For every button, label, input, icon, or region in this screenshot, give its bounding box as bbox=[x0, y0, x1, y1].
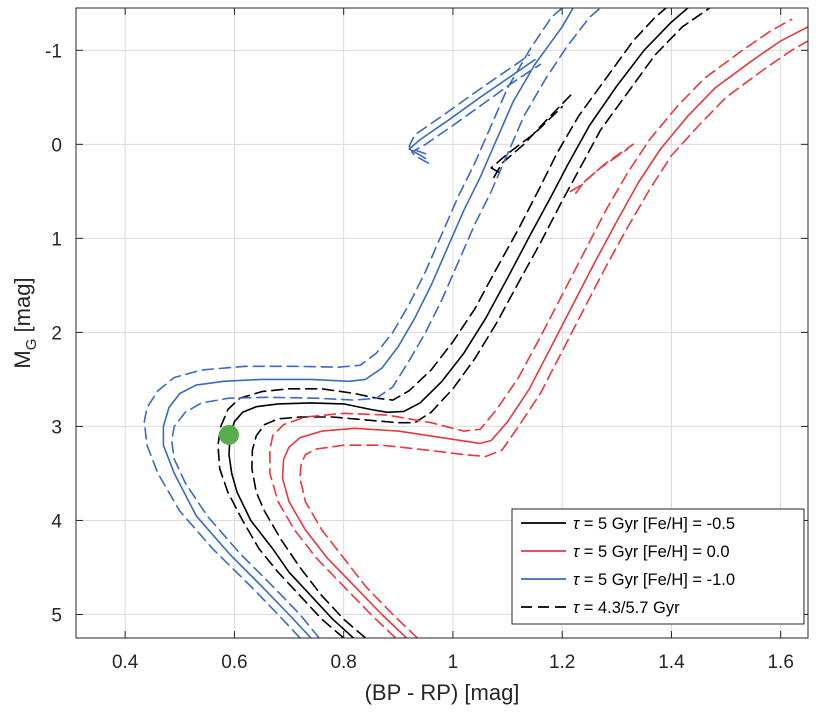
y-tick-label: 0 bbox=[51, 135, 62, 156]
x-tick-label: 1.2 bbox=[549, 652, 575, 673]
series-layer bbox=[143, 8, 808, 638]
y-axis-title-main: M bbox=[10, 350, 35, 368]
legend-symbol-1: τ bbox=[573, 543, 581, 561]
x-tick-label: 0.4 bbox=[112, 652, 139, 673]
y-tick-label: 1 bbox=[51, 229, 62, 250]
legend-text-0: = 5 Gyr [Fe/H] = -0.5 bbox=[579, 515, 735, 533]
series-black-dashed-young bbox=[251, 8, 711, 638]
x-tick-label: 0.8 bbox=[330, 652, 356, 673]
x-tick-label: 1.6 bbox=[767, 652, 793, 673]
series-red-giant-young bbox=[574, 143, 635, 194]
x-tick-label: 0.6 bbox=[221, 652, 247, 673]
series-red-solid bbox=[281, 25, 808, 638]
x-tick-label: 1 bbox=[448, 652, 459, 673]
legend-symbol-2: τ bbox=[573, 571, 581, 589]
marker-point bbox=[218, 424, 239, 445]
axis-ticks: 0.4 0.6 0.8 1 1.2 1.4 1.6 -1 0 1 2 3 4 5 bbox=[45, 8, 808, 673]
legend-text-2: = 5 Gyr [Fe/H] = -1.0 bbox=[579, 571, 735, 589]
y-tick-label: 5 bbox=[51, 605, 62, 626]
y-axis-title-sub: G bbox=[23, 339, 40, 351]
series-black-giant-old bbox=[490, 105, 564, 174]
legend-label-2: τ = 5 Gyr [Fe/H] = -1.0 bbox=[573, 571, 735, 589]
series-blue-dashed-old bbox=[143, 8, 564, 638]
series-blue-giant-young bbox=[411, 63, 542, 164]
legend-box bbox=[511, 508, 805, 625]
series-black-solid bbox=[228, 8, 689, 638]
x-axis-title: (BP - RP) [mag] bbox=[365, 680, 520, 705]
series-black-dashed-old bbox=[217, 8, 667, 638]
legend-symbol-0: τ bbox=[573, 515, 581, 533]
y-tick-label: 3 bbox=[51, 417, 62, 438]
legend-symbol-3: τ bbox=[573, 599, 581, 617]
x-tick-label: 1.4 bbox=[658, 652, 685, 673]
plot-frame bbox=[75, 7, 809, 639]
y-tick-label: -1 bbox=[45, 41, 62, 62]
legend-label-3: τ = 4.3/5.7 Gyr bbox=[573, 599, 680, 617]
y-axis-title-unit: [mag] bbox=[10, 277, 35, 338]
series-blue-solid bbox=[162, 8, 574, 638]
legend: τ = 5 Gyr [Fe/H] = -0.5 τ = 5 Gyr [Fe/H]… bbox=[511, 508, 805, 625]
series-black-giant-young bbox=[493, 91, 574, 179]
y-axis-title: MG [mag] bbox=[10, 277, 40, 368]
legend-text-1: = 5 Gyr [Fe/H] = 0.0 bbox=[579, 543, 729, 561]
series-blue-dashed-young bbox=[170, 8, 602, 638]
series-blue-giant-solid bbox=[408, 58, 536, 160]
legend-text-3: = 4.3/5.7 Gyr bbox=[579, 599, 680, 617]
legend-label-1: τ = 5 Gyr [Fe/H] = 0.0 bbox=[573, 543, 730, 561]
y-tick-label: 4 bbox=[51, 511, 62, 532]
y-tick-label: 2 bbox=[51, 323, 62, 344]
series-red-dashed-old bbox=[269, 18, 793, 638]
series-red-dashed-young bbox=[299, 40, 808, 638]
grid-lines bbox=[76, 8, 808, 638]
legend-label-0: τ = 5 Gyr [Fe/H] = -0.5 bbox=[573, 515, 735, 533]
